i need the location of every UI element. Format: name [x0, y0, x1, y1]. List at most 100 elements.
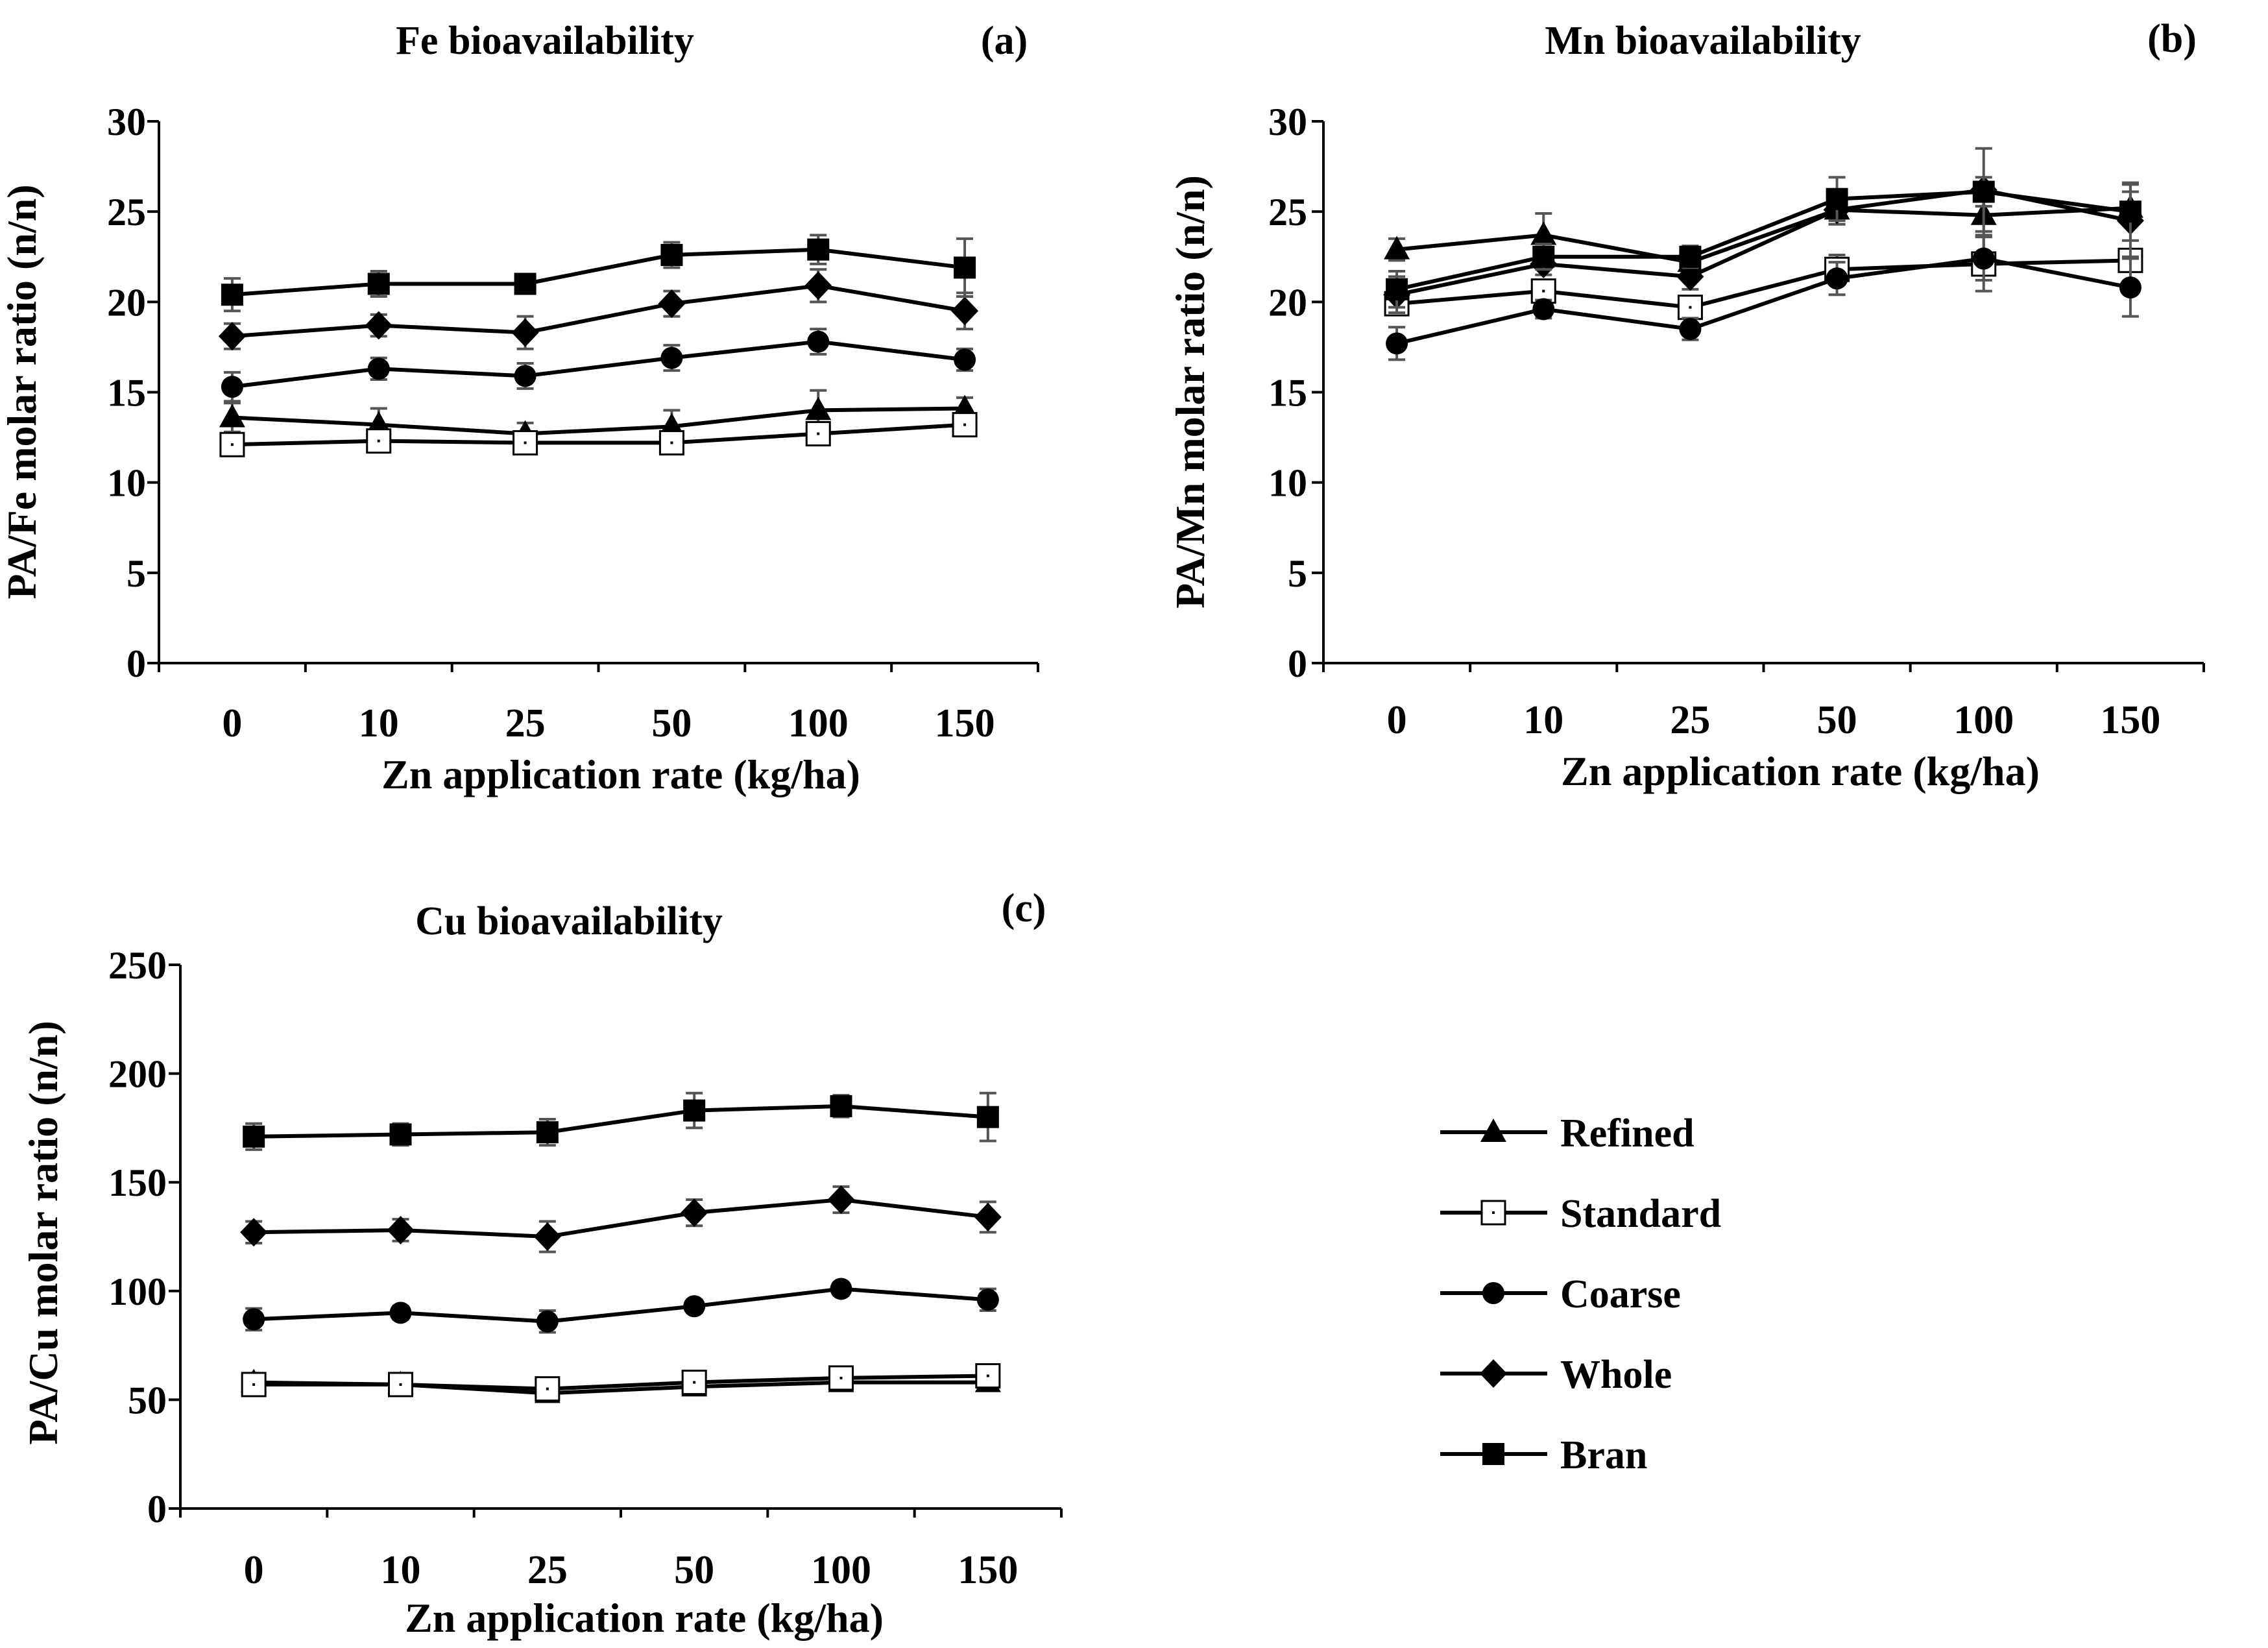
panel-a-series-whole-point — [218, 322, 246, 351]
panel-a-ytick-label: 25 — [107, 191, 146, 234]
panel-b-series-standard — [1384, 236, 2143, 321]
panel-a: Fe bioavailability (a) 0 5 10 15 20 25 30 0 10 25 50… — [0, 19, 1039, 797]
panel-b-ytick-label: 5 — [1288, 552, 1307, 595]
legend-label: Standard — [1560, 1192, 1721, 1236]
panel-a-series-standard-point — [366, 428, 392, 454]
panel-b-series-coarse-point — [2119, 276, 2141, 299]
panel-a-series-bran-point — [660, 243, 683, 266]
panel-a-series-refined-point-shape — [219, 404, 245, 428]
panel-a-series-standard-point-dot — [230, 443, 234, 446]
panel-c-series-standard-point-dot — [986, 1374, 989, 1377]
legend-item-standard: Standard — [1440, 1192, 1721, 1236]
panel-a-series-whole-point-shape — [804, 271, 832, 300]
panel-b-series-coarse-point-shape — [2119, 276, 2141, 299]
panel-c-series-whole-point — [974, 1202, 1002, 1231]
panel-c-series-whole-point-shape — [387, 1215, 415, 1244]
panel-a-series-coarse-point — [221, 376, 243, 398]
panel-c-xtick-label: 100 — [811, 1548, 871, 1592]
panel-a-series-coarse-point — [807, 330, 830, 353]
panel-c-xtick-label: 25 — [527, 1548, 568, 1592]
panel-a-ytick-label: 10 — [107, 462, 146, 505]
legend-marker — [1480, 1200, 1506, 1226]
panel-b-series-whole-line — [1396, 188, 2131, 297]
panel-a-series-bran-point-shape — [660, 243, 683, 266]
legend-item-bran: Bran — [1440, 1433, 1647, 1477]
legend-marker-shape — [1482, 1443, 1504, 1465]
panel-a-series-bran-point — [807, 238, 830, 261]
panel-c-series-bran-point — [389, 1123, 412, 1146]
panel-a-series-standard-point — [513, 430, 538, 455]
panel-a-series-refined — [219, 389, 978, 446]
panel-a-series-standard-line — [232, 422, 965, 447]
panel-a-xtick-label: 50 — [651, 701, 692, 745]
panel-c-series-coarse — [243, 1278, 999, 1334]
panel-c-series-standard-point-shape — [975, 1363, 1001, 1389]
panel-c-series-bran-point — [683, 1099, 706, 1122]
panel-c-series-standard-point-dot — [693, 1381, 696, 1384]
panel-b-series-coarse-point — [1972, 247, 1995, 270]
panel-c-series-coarse-point-shape — [243, 1308, 265, 1331]
panel-a-series-bran-point — [954, 256, 976, 279]
panel-c-series-standard-point — [681, 1370, 707, 1396]
panel-b-series-coarse-point-shape — [1972, 247, 1995, 270]
panel-b-series-coarse-point-shape — [1386, 332, 1408, 355]
legend-marker-dot — [1492, 1211, 1495, 1214]
panel-a-ytick-label: 15 — [107, 372, 146, 415]
panel-a-series-whole-point-shape — [658, 289, 686, 319]
panel-b-series-bran-point-shape — [2119, 200, 2141, 223]
panel-a-y-label: PA/Fe molar ratio (n/n) — [0, 184, 45, 599]
panel-c-series-whole-line — [254, 1198, 989, 1239]
panel-a-series-coarse-point — [514, 365, 537, 387]
panel-b-series-coarse-point-shape — [1826, 267, 1848, 290]
legend-item-coarse: Coarse — [1440, 1272, 1681, 1316]
panel-a-series-bran-point-shape — [514, 273, 537, 295]
panel-c-xtick-label: 10 — [381, 1548, 421, 1592]
panel-b: Mn bioavailability (b) 0 5 10 15 20 25 30 0 10 25 50… — [1167, 17, 2205, 794]
panel-c-series-coarse-point-shape — [830, 1278, 852, 1300]
panel-c-series-standard-point-dot — [546, 1387, 549, 1390]
panel-a-series-coarse-point-shape — [807, 330, 830, 353]
panel-b-series-bran-point — [1826, 188, 1848, 210]
panel-c-xtick-label: 150 — [958, 1548, 1018, 1592]
panel-b-series-coarse-point — [1532, 298, 1555, 321]
panel-c-series-whole-point — [827, 1185, 855, 1215]
legend-item-refined: Refined — [1440, 1111, 1695, 1156]
panel-c-series-bran-point-shape — [830, 1095, 852, 1117]
panel-c-ytick-label: 250 — [108, 944, 167, 987]
panel-c-series-bran-point-shape — [536, 1121, 559, 1144]
panel-a-ytick-label: 0 — [127, 642, 146, 685]
panel-a-series-coarse-point — [660, 346, 683, 369]
panel-a-ytick-label: 30 — [107, 101, 146, 143]
panel-c-series-standard-point-dot — [399, 1383, 402, 1386]
panel-a-series-coarse — [221, 328, 976, 403]
panel-c-series-coarse-point-shape — [683, 1295, 706, 1318]
panel-b-xtick-label: 100 — [1953, 698, 2014, 742]
panel-a-series-standard-point-dot — [524, 441, 527, 444]
panel-c-series-standard-point-shape — [388, 1372, 413, 1398]
panel-b-ytick-label: 30 — [1268, 101, 1307, 143]
panel-c-series-coarse-point — [683, 1295, 706, 1318]
panel-c-series-standard-point — [828, 1365, 854, 1391]
panel-c-ytick-label: 0 — [147, 1488, 167, 1531]
panel-a-xtick-label: 10 — [359, 701, 399, 745]
panel-b-ytick-label: 0 — [1288, 642, 1307, 685]
panel-c-series-standard-point — [241, 1372, 267, 1398]
panel-b-series-coarse-point-shape — [1679, 318, 1702, 341]
panel-b-series-coarse — [1386, 236, 2141, 361]
panel-a-xtick-label: 150 — [935, 701, 995, 745]
panel-b-x-label: Zn application rate (kg/ha) — [1561, 748, 2040, 794]
panel-c-series-whole-point-shape — [974, 1202, 1002, 1231]
panel-c-tag: (c) — [1002, 886, 1046, 930]
panel-c-xtick-label: 50 — [674, 1548, 714, 1592]
panel-c-series-bran-line — [254, 1104, 989, 1139]
legend-label: Whole — [1560, 1353, 1672, 1397]
panel-a-x-label: Zn application rate (kg/ha) — [381, 751, 860, 797]
legend-marker — [1480, 1359, 1507, 1388]
panel-c-series-whole-point-shape — [681, 1198, 708, 1228]
legend-marker — [1480, 1119, 1506, 1142]
panel-c-title: Cu bioavailability — [415, 899, 723, 943]
panel-a-series-whole-point-shape — [365, 311, 392, 340]
panel-a-xtick-label: 100 — [788, 701, 849, 745]
panel-b-series-coarse-point — [1679, 318, 1702, 341]
panel-c-series-coarse-point — [536, 1310, 559, 1333]
